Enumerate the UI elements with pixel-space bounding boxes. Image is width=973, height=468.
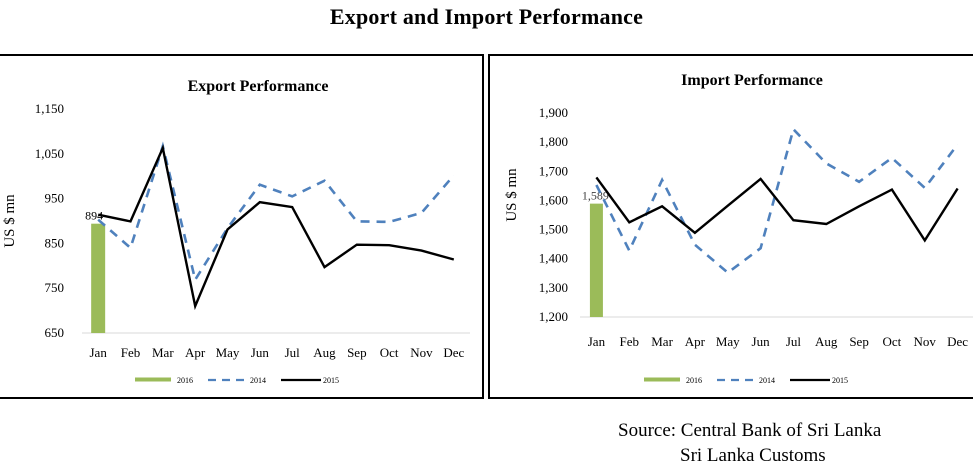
x-tick-label: Aug [815,334,838,349]
y-tick-label: 1,800 [539,134,568,149]
x-tick-label: Aug [313,345,336,360]
y-tick-label: 1,050 [35,146,64,161]
series-line-2014 [98,146,454,280]
chart-title: Export Performance [188,78,329,95]
legend-swatch-bar [135,378,171,382]
chart-title: Import Performance [681,72,823,89]
import-chart-panel: Import Performance US $ mn 1,200 1,300 1,400… [488,54,973,399]
import-chart: Import Performance US $ mn 1,200 1,300 1,400… [490,56,973,401]
y-tick-label: 950 [45,191,65,206]
x-tick-label: Feb [620,334,640,349]
legend-label: 2014 [250,376,266,385]
x-tick-label: Feb [121,345,141,360]
legend-item: 2015 [790,376,848,385]
x-tick-label: Oct [380,345,399,360]
y-tick-label: 750 [45,280,65,295]
y-tick-label: 1,200 [539,309,568,324]
x-tick-label: Sep [347,345,367,360]
x-tick-label: Dec [443,345,464,360]
source-note: Source: Central Bank of Sri Lanka Sri La… [618,418,881,468]
y-tick-label: 1,700 [539,163,568,178]
x-tick-label: Jun [251,345,270,360]
export-chart-panel: Export Performance US $ mn 650 750 850 950 1,0… [0,54,484,399]
y-tick-label: 1,500 [539,222,568,237]
x-tick-label: Nov [410,345,433,360]
x-tick-label: Jan [89,345,107,360]
legend-item: 2016 [644,376,702,385]
x-tick-label: May [716,334,740,349]
x-tick-label: Jun [752,334,771,349]
legend-item: 2015 [281,376,339,385]
x-tick-label: Oct [883,334,902,349]
x-tick-label: Jan [588,334,606,349]
y-axis-label: US $ mn [2,194,18,248]
legend-item: 2016 [135,376,193,385]
x-tick-label: Apr [685,334,706,349]
series-line-2015 [98,148,454,306]
x-tick-label: Mar [152,345,174,360]
legend-label: 2014 [759,376,775,385]
x-tick-label: Dec [947,334,968,349]
y-tick-label: 1,900 [539,105,568,120]
bar-2016 [590,204,603,317]
y-tick-label: 1,400 [539,251,568,266]
export-chart: Export Performance US $ mn 650 750 850 950 1,0… [0,56,486,401]
legend-label: 2015 [323,376,339,385]
x-tick-label: Nov [914,334,937,349]
legend-swatch-bar [644,378,680,382]
y-axis-label: US $ mn [504,168,520,222]
source-line-1: Source: Central Bank of Sri Lanka [618,420,881,441]
legend-item: 2014 [208,376,266,385]
x-tick-label: Sep [849,334,869,349]
legend-label: 2016 [177,376,193,385]
x-tick-label: May [216,345,240,360]
legend-item: 2014 [717,376,775,385]
source-line-2: Sri Lanka Customs [618,443,881,468]
page-title: Export and Import Performance [0,4,973,30]
y-tick-label: 850 [45,235,65,250]
x-tick-label: Jul [285,345,301,360]
x-tick-label: Apr [185,345,206,360]
y-tick-label: 1,300 [539,280,568,295]
x-tick-label: Jul [786,334,802,349]
y-tick-label: 650 [45,325,65,340]
y-tick-label: 1,600 [539,192,568,207]
legend-label: 2015 [832,376,848,385]
x-tick-label: Mar [651,334,673,349]
y-tick-label: 1,150 [35,101,64,116]
legend-label: 2016 [686,376,702,385]
bar-2016 [91,224,105,333]
